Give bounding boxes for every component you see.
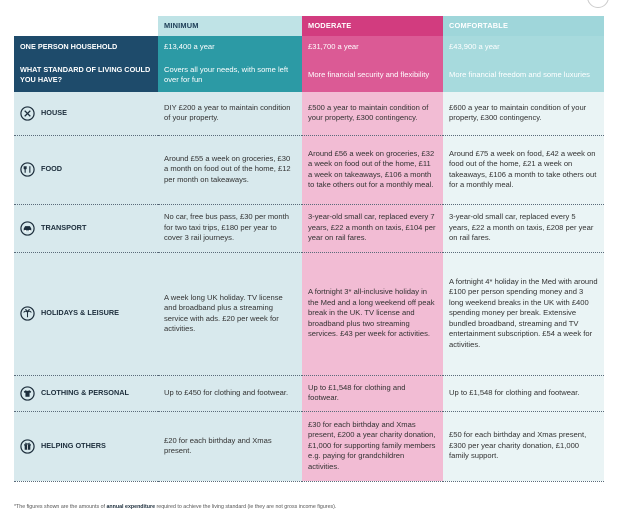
house-moderate: £500 a year to maintain condition of you… xyxy=(302,92,443,136)
car-icon xyxy=(20,220,35,236)
category-label: HELPING OTHERS xyxy=(41,440,106,450)
category-label: TRANSPORT xyxy=(41,222,87,232)
transport-comfortable: 3-year-old small car, replaced every 5 y… xyxy=(443,204,604,253)
helping-minimum: £20 for each birthday and Xmas present. xyxy=(158,411,302,482)
gift-icon xyxy=(20,438,35,454)
house-minimum: DIY £200 a year to maintain condition of… xyxy=(158,92,302,136)
palm-tree-icon xyxy=(20,306,35,321)
category-row-food: FOOD Around £55 a week on groceries, £30… xyxy=(14,135,604,205)
standard-moderate-value: More financial security and flexibility xyxy=(302,58,443,92)
footnote-before: *The figures shown are the amounts of xyxy=(14,504,107,510)
household-label: ONE PERSON HOUSEHOLD xyxy=(14,36,158,58)
food-moderate: Around £56 a week on groceries, £32 a we… xyxy=(302,135,443,205)
standard-row: WHAT STANDARD OF LIVING COULD YOU HAVE? … xyxy=(14,58,604,92)
footnote: *The figures shown are the amounts of an… xyxy=(14,504,336,510)
category-label-cell: CLOTHING & PERSONAL xyxy=(14,375,158,412)
tier-moderate-header: MODERATE xyxy=(302,16,443,36)
living-standards-table: MINIMUM MODERATE COMFORTABLE ONE PERSON … xyxy=(14,16,604,482)
category-label: CLOTHING & PERSONAL xyxy=(41,387,129,397)
category-label-cell: HOLIDAYS & LEISURE xyxy=(14,252,158,376)
holidays-comfortable: A fortnight 4* holiday in the Med with a… xyxy=(443,252,604,376)
clothing-minimum: Up to £450 for clothing and footwear. xyxy=(158,375,302,412)
header-blank-cell xyxy=(14,16,158,36)
category-label-cell: TRANSPORT xyxy=(14,204,158,253)
category-row-transport: TRANSPORT No car, free bus pass, £30 per… xyxy=(14,204,604,253)
household-moderate-value: £31,700 a year xyxy=(302,36,443,58)
category-label: HOLIDAYS & LEISURE xyxy=(41,308,119,318)
helping-moderate: £30 for each birthday and Xmas present, … xyxy=(302,411,443,482)
clothing-moderate: Up to £1,548 for clothing and footwear. xyxy=(302,375,443,412)
standard-comfortable-value: More financial freedom and some luxuries xyxy=(443,58,604,92)
footnote-after: required to achieve the living standard … xyxy=(155,504,337,510)
standard-label: WHAT STANDARD OF LIVING COULD YOU HAVE? xyxy=(14,58,158,92)
tier-minimum-header: MINIMUM xyxy=(158,16,302,36)
logo-mark xyxy=(587,0,609,8)
category-label-cell: HOUSE xyxy=(14,92,158,136)
category-row-helping-others: HELPING OTHERS £20 for each birthday and… xyxy=(14,411,604,482)
transport-minimum: No car, free bus pass, £30 per month for… xyxy=(158,204,302,253)
tier-comfortable-header: COMFORTABLE xyxy=(443,16,604,36)
clothing-comfortable: Up to £1,548 for clothing and footwear. xyxy=(443,375,604,412)
household-minimum-value: £13,400 a year xyxy=(158,36,302,58)
transport-moderate: 3-year-old small car, replaced every 7 y… xyxy=(302,204,443,253)
household-row: ONE PERSON HOUSEHOLD £13,400 a year £31,… xyxy=(14,36,604,58)
category-label: FOOD xyxy=(41,164,63,174)
category-label: HOUSE xyxy=(41,108,67,118)
footnote-bold: annual expenditure xyxy=(106,504,156,510)
category-row-house: HOUSE DIY £200 a year to maintain condit… xyxy=(14,92,604,136)
category-label-cell: HELPING OTHERS xyxy=(14,411,158,482)
tier-header-row: MINIMUM MODERATE COMFORTABLE xyxy=(14,16,604,36)
holidays-minimum: A week long UK holiday. TV license and b… xyxy=(158,252,302,376)
food-minimum: Around £55 a week on groceries, £30 a mo… xyxy=(158,135,302,205)
household-comfortable-value: £43,900 a year xyxy=(443,36,604,58)
category-row-holidays: HOLIDAYS & LEISURE A week long UK holida… xyxy=(14,252,604,376)
category-label-cell: FOOD xyxy=(14,135,158,205)
standard-minimum-value: Covers all your needs, with some left ov… xyxy=(158,58,302,92)
category-row-clothing: CLOTHING & PERSONAL Up to £450 for cloth… xyxy=(14,375,604,412)
house-comfortable: £600 a year to maintain condition of you… xyxy=(443,92,604,136)
shirt-icon xyxy=(20,385,35,401)
food-comfortable: Around £75 a week on food, £42 a week on… xyxy=(443,135,604,205)
helping-comfortable: £50 for each birthday and Xmas present, … xyxy=(443,411,604,482)
food-icon xyxy=(20,162,35,177)
holidays-moderate: A fortnight 3* all-inclusive holiday in … xyxy=(302,252,443,376)
house-icon xyxy=(20,106,35,121)
